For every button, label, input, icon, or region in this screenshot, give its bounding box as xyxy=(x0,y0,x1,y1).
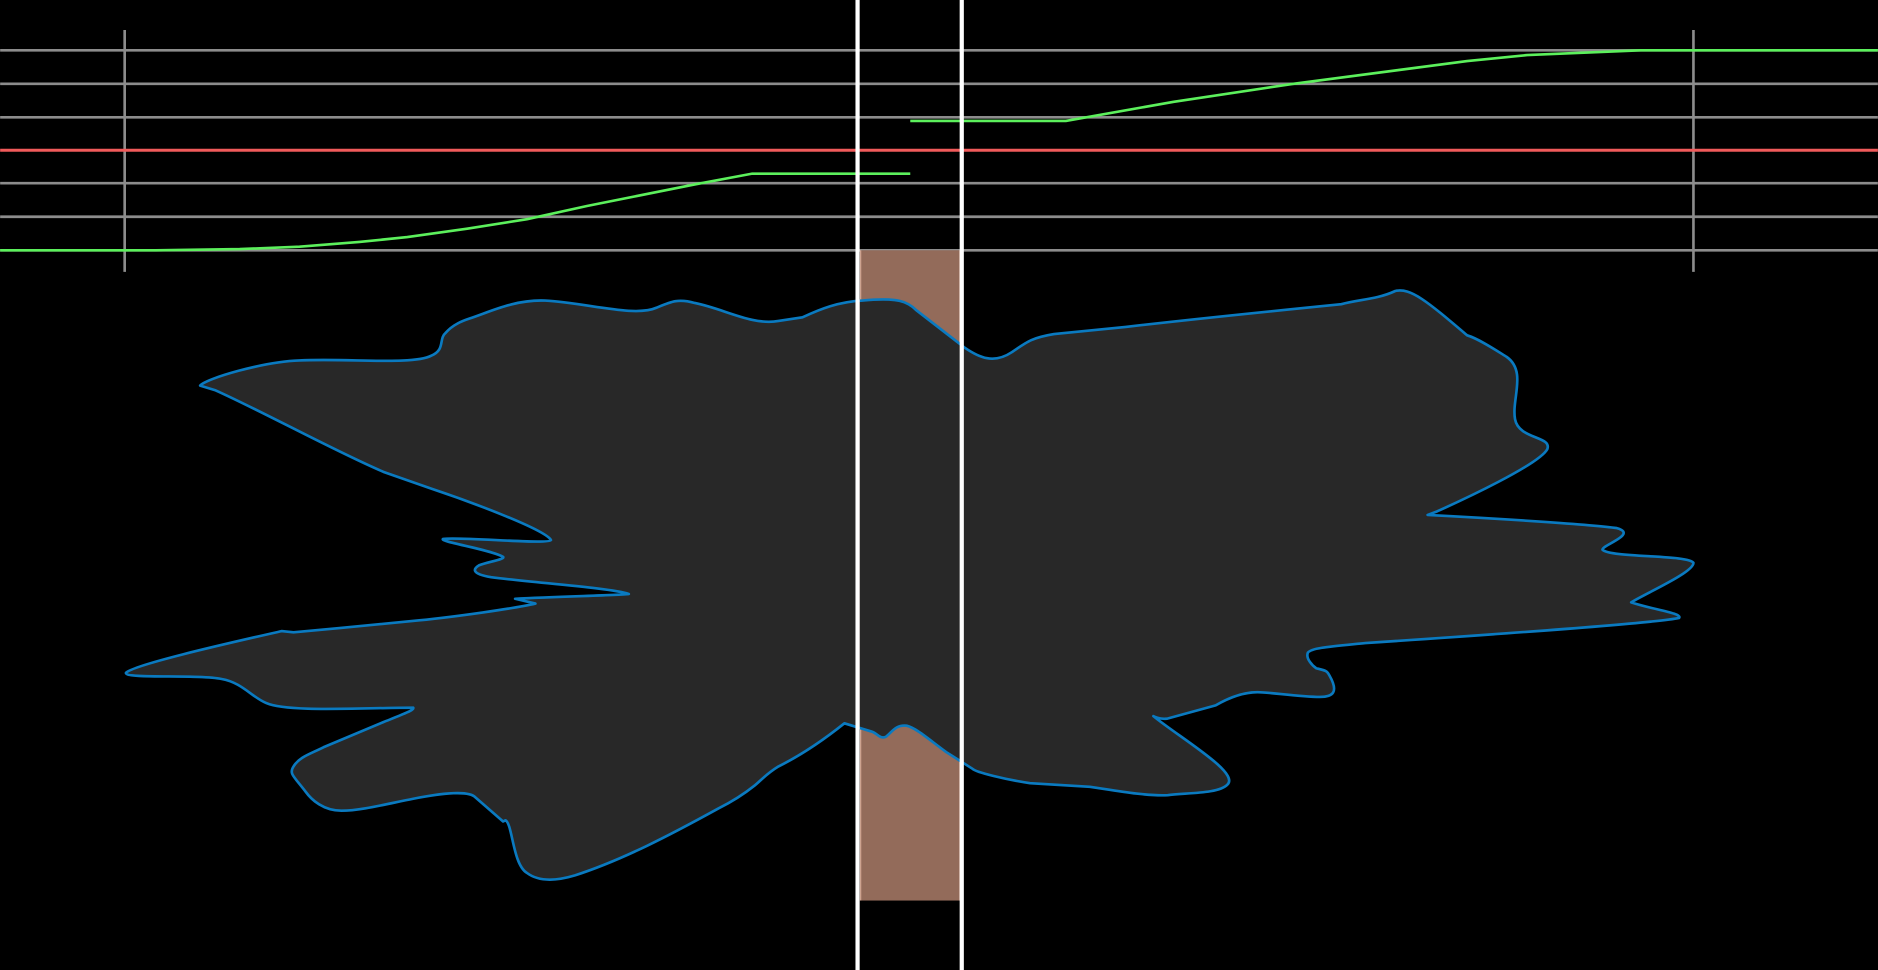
curve-left xyxy=(0,172,911,252)
curve-right xyxy=(910,48,1878,123)
